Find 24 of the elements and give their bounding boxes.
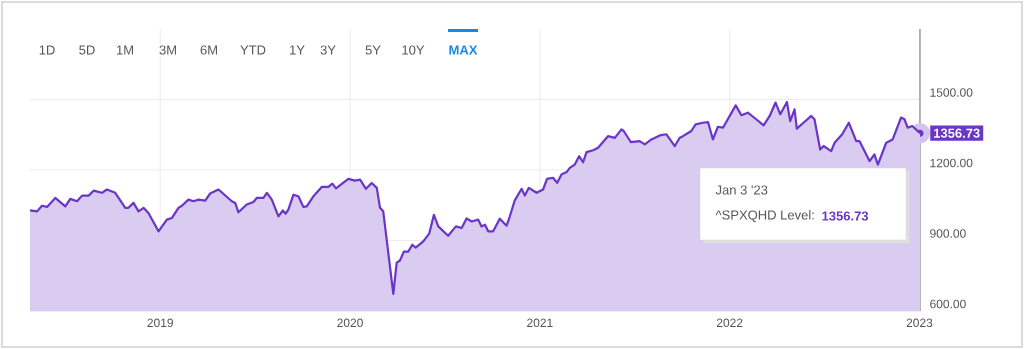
annotation: Jan 3 '23 [715,185,768,195]
annotation: 1356.73 [934,128,980,138]
y-tick-label: 600.00 [930,299,966,309]
annotation: 1Y [290,45,305,55]
annotation: 1D [39,45,55,55]
annotation: 10Y [402,45,425,55]
annotation: 5D [79,45,95,55]
x-tick-label: 2019 [147,318,173,328]
annotation: ^SPXQHD Level: [715,210,814,222]
y-tick-label: 1200.00 [930,158,973,168]
y-tick-label: 900.00 [930,229,966,238]
x-tick-label: 2020 [337,318,363,328]
annotation: 1356.73 [822,211,869,221]
annotation: 1M [116,45,133,55]
annotation: 5Y [365,45,381,55]
annotation: 3Y [320,45,336,55]
annotation: MAX [449,45,478,55]
annotation: 3M [159,45,176,55]
annotation: YTD [240,45,266,55]
annotation: 6M [200,45,217,55]
x-tick-label: 2022 [716,318,743,328]
x-tick-label: 2021 [527,318,553,328]
x-tick-label: 2023 [906,318,933,328]
y-tick-label: 1500.00 [930,88,973,97]
